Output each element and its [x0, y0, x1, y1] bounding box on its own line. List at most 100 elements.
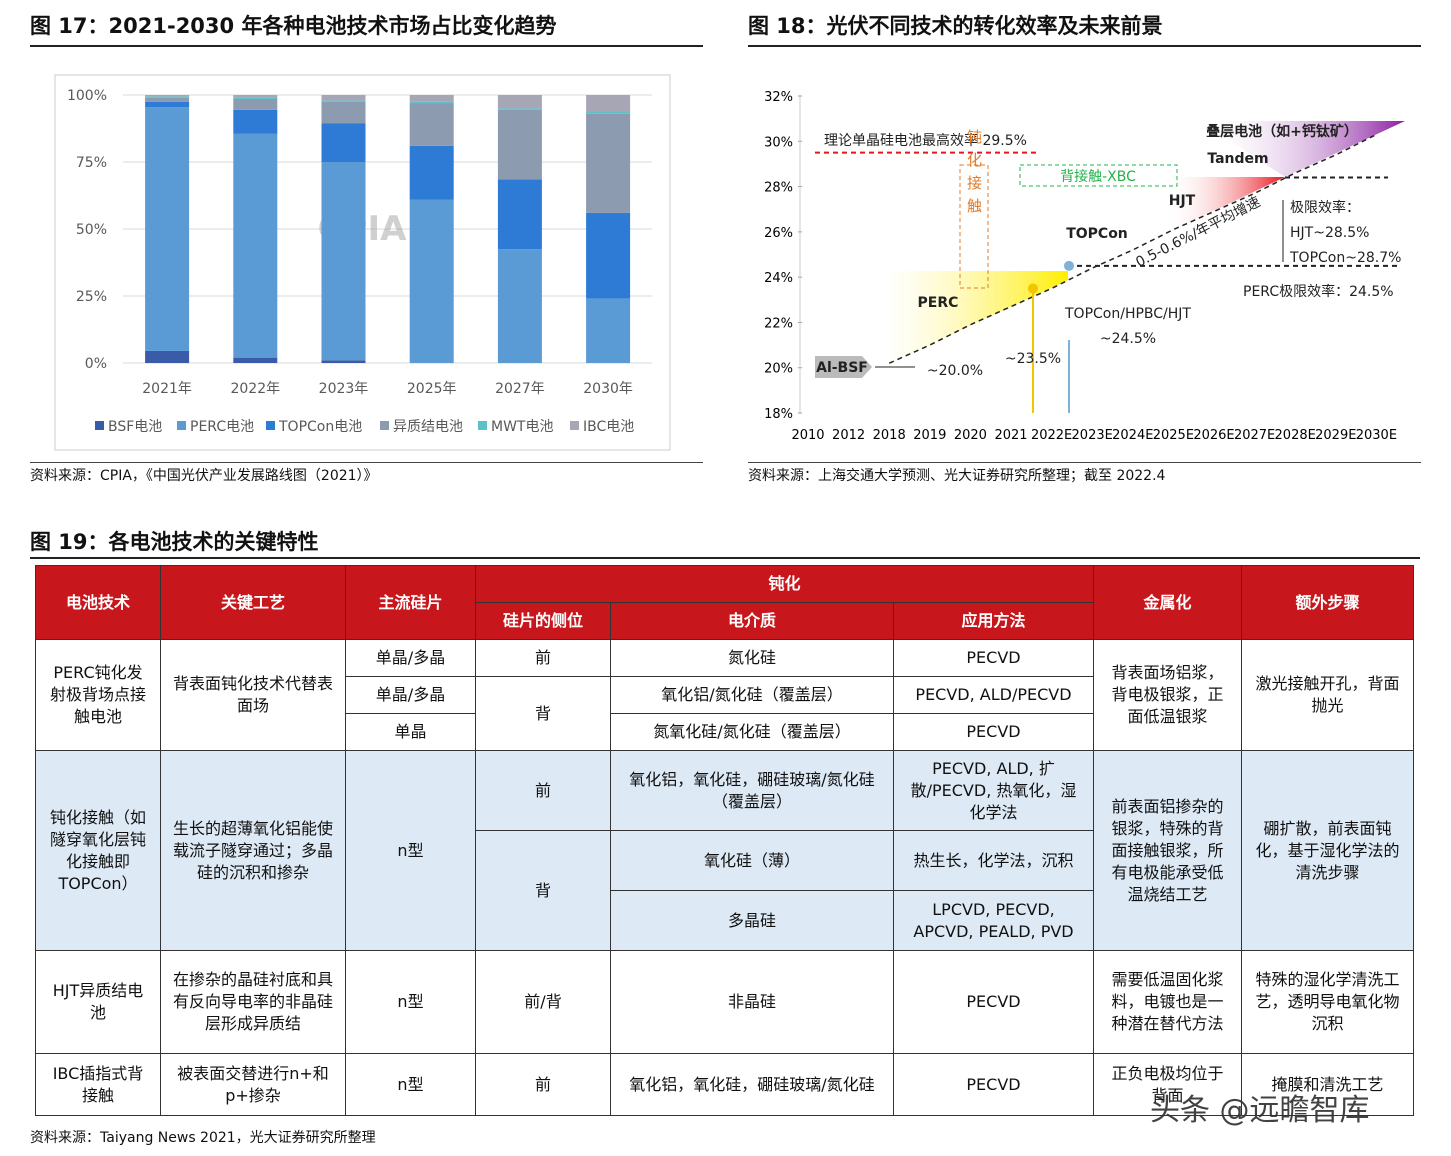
bar-segment: [145, 95, 190, 97]
x-tick-label: 2019: [913, 428, 946, 443]
table-cell: 背: [475, 676, 611, 751]
annotation: ~24.5%: [1100, 331, 1156, 347]
table-cell: n型: [345, 950, 476, 1054]
charts: 0%25%50%75%100%CPIA2021年2022年2023年2025年2…: [54, 74, 1405, 451]
x-tick-label: 2030年: [583, 381, 633, 397]
x-tick-label: 2021: [994, 428, 1027, 443]
source: 资料来源：Taiyang News 2021，光大证券研究所整理: [30, 1130, 376, 1146]
legend-label: IBC电池: [583, 419, 634, 435]
legend-label: PERC电池: [190, 419, 254, 435]
legend-label: MWT电池: [491, 419, 553, 435]
x-tick-label: 2025年: [407, 381, 457, 397]
legend-swatch: [380, 421, 389, 430]
rule: [30, 462, 703, 463]
table-cell: 热生长，化学法，沉积: [893, 830, 1094, 891]
y-tick-label: 30%: [764, 135, 793, 150]
table-cell: PECVD: [893, 1053, 1094, 1116]
annotation: Al-BSF: [816, 360, 868, 376]
table-cell: 生长的超薄氧化铝能使载流子隧穿通过；多晶硅的沉积和掺杂: [160, 750, 346, 951]
annotation: ~20.0%: [927, 363, 983, 379]
legend-swatch: [177, 421, 186, 430]
legend-label: BSF电池: [108, 419, 162, 435]
bar-segment: [233, 357, 278, 363]
bar-segment: [409, 199, 454, 363]
annotation: HJT: [1169, 193, 1196, 209]
table-cell: PECVD, ALD, 扩散/PECVD, 热氧化，湿化学法: [893, 750, 1094, 831]
x-tick-label: 2020: [954, 428, 987, 443]
table-cell: 氧化硅（薄）: [610, 830, 894, 891]
x-tick-label: 2022E: [1031, 428, 1072, 443]
legend-swatch: [95, 421, 104, 430]
x-tick-label: 2027E: [1234, 428, 1275, 443]
bar-segment: [321, 162, 366, 361]
bar-segment: [145, 107, 190, 351]
table-cell: 氮氧化硅/氮化硅（覆盖层）: [610, 713, 894, 751]
table-cell: PECVD: [893, 950, 1094, 1054]
x-tick-label: 2029E: [1315, 428, 1356, 443]
table-cell: 背表面钝化技术代替表面场: [160, 639, 346, 751]
chart-frame: [54, 74, 671, 451]
x-tick-label: 2018: [873, 428, 906, 443]
y-tick-label: 0%: [85, 356, 107, 372]
figure-title: 图 19：各电池技术的关键特性: [30, 530, 319, 554]
table-cell: 需要低温固化浆料，电镀也是一种潜在替代方法: [1093, 950, 1242, 1054]
bar-segment: [233, 109, 278, 134]
table-cell: PECVD, ALD/PECVD: [893, 676, 1094, 714]
annotation: 背接触-XBC: [1060, 168, 1136, 185]
bar-segment: [586, 111, 631, 114]
bar-segment: [409, 95, 454, 102]
marker: [1028, 283, 1038, 294]
marker: [1064, 260, 1074, 271]
legend-label: TOPCon电池: [278, 419, 362, 435]
bar-segment: [233, 97, 278, 100]
table-cell: 特殊的湿化学清洗工艺，透明导电氧化物沉积: [1241, 950, 1414, 1054]
bar-segment: [497, 249, 542, 363]
table-cell: LPCVD, PECVD, APCVD, PEALD, PVD: [893, 890, 1094, 951]
table-cell: n型: [345, 1053, 476, 1116]
perc-region: [885, 271, 1068, 366]
table-cell: 前: [475, 1053, 611, 1116]
source: 资料来源：CPIA，《中国光伏产业发展路线图（2021）》: [30, 468, 378, 484]
bar-segment: [233, 99, 278, 110]
header-cell: 应用方法: [893, 602, 1094, 640]
y-tick-label: 24%: [764, 271, 793, 286]
x-tick-label: 2021年: [142, 381, 192, 397]
bar-segment: [586, 113, 631, 213]
bar-segment: [321, 101, 366, 124]
y-tick-label: 26%: [764, 226, 793, 241]
table-cell: 氮化硅: [610, 639, 894, 677]
tandem-region: [1200, 121, 1405, 177]
x-tick-label: 2010: [791, 428, 824, 443]
annotation: 理论单晶硅电池最高效率 29.5%: [824, 132, 1027, 149]
rule: [748, 45, 1421, 47]
x-tick-label: 2024E: [1112, 428, 1153, 443]
table-cell: 前: [475, 750, 611, 831]
y-tick-label: 75%: [76, 155, 107, 171]
x-tick-label: 2028E: [1275, 428, 1316, 443]
table-cell: 前: [475, 639, 611, 677]
table-cell: 掩膜和清洗工艺: [1241, 1053, 1414, 1116]
table-cell: 单晶/多晶: [345, 639, 476, 677]
annotation: Tandem: [1207, 151, 1268, 167]
table-cell: 前/背: [475, 950, 611, 1054]
table-cell: 激光接触开孔，背面抛光: [1241, 639, 1414, 751]
passivation-box: [959, 164, 989, 289]
annotation: 极限效率：: [1290, 199, 1360, 216]
y-tick-label: 50%: [76, 222, 107, 238]
x-tick-label: 2023E: [1072, 428, 1113, 443]
bar-segment: [321, 360, 366, 363]
table-cell: 硼扩散，前表面钝化，基于湿化学法的清洗步骤: [1241, 750, 1414, 951]
table-cell: 正负电极均位于背面: [1093, 1053, 1242, 1116]
table-cell: 钝化接触（如隧穿氧化层钝化接触即TOPCon）: [35, 750, 161, 951]
y-tick-label: 32%: [764, 90, 793, 105]
header-cell: 电介质: [610, 602, 894, 640]
x-tick-label: 2022年: [230, 381, 280, 397]
table-cell: IBC插指式背接触: [35, 1053, 161, 1116]
annotation: 钝化接触: [965, 129, 983, 221]
bar-segment: [586, 212, 631, 299]
x-tick-label: 2030E: [1356, 428, 1397, 443]
annotation: TOPCon/HPBC/HJT: [1064, 306, 1191, 322]
rule: [30, 557, 1420, 559]
rule: [30, 45, 703, 47]
bar-segment: [409, 103, 454, 146]
